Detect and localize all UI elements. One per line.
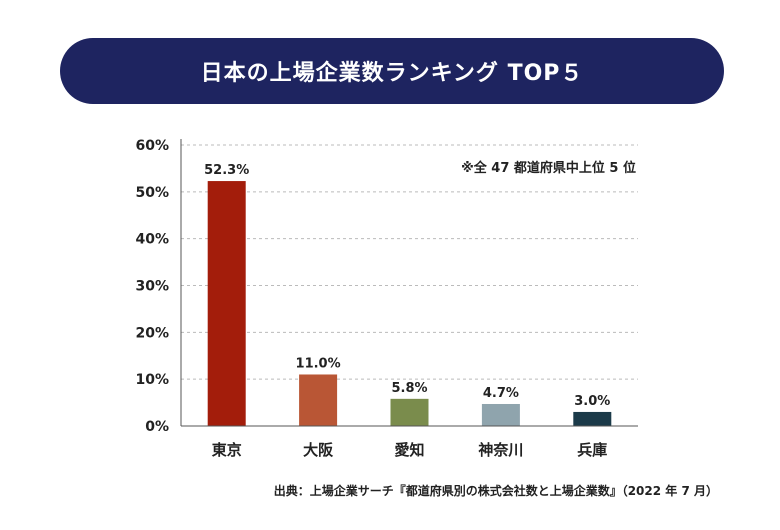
y-tick-label: 60% — [135, 138, 169, 154]
x-tick-label: 神奈川 — [478, 441, 523, 459]
y-tick-label: 40% — [135, 232, 169, 248]
x-tick-label: 大阪 — [303, 441, 334, 459]
y-tick-label: 0% — [145, 419, 169, 435]
data-label: 4.7% — [483, 386, 519, 401]
chart-note: ※全 47 都道府県中上位 5 位 — [461, 160, 636, 176]
chart-title: 日本の上場企業数ランキング TOP５ — [200, 61, 584, 86]
data-label: 5.8% — [391, 381, 427, 396]
bar — [390, 398, 429, 426]
source-citation: 出典：上場企業サーチ『都道府県別の株式会社数と上場企業数』（2022 年 7 月… — [273, 484, 718, 498]
x-tick-label: 東京 — [212, 441, 242, 459]
data-label: 3.0% — [574, 394, 610, 409]
bar — [299, 374, 338, 426]
y-tick-label: 10% — [135, 372, 169, 388]
bar — [207, 181, 246, 426]
y-tick-label: 20% — [135, 325, 169, 341]
bar — [573, 411, 612, 426]
x-tick-label: 愛知 — [394, 441, 424, 459]
title-banner: 日本の上場企業数ランキング TOP５ — [60, 38, 724, 104]
y-tick-label: 30% — [135, 279, 169, 295]
data-label: 11.0% — [296, 356, 341, 371]
y-tick-label: 50% — [135, 185, 169, 201]
bar — [481, 403, 520, 426]
data-label: 52.3% — [204, 163, 249, 178]
x-tick-label: 兵庫 — [577, 441, 607, 459]
